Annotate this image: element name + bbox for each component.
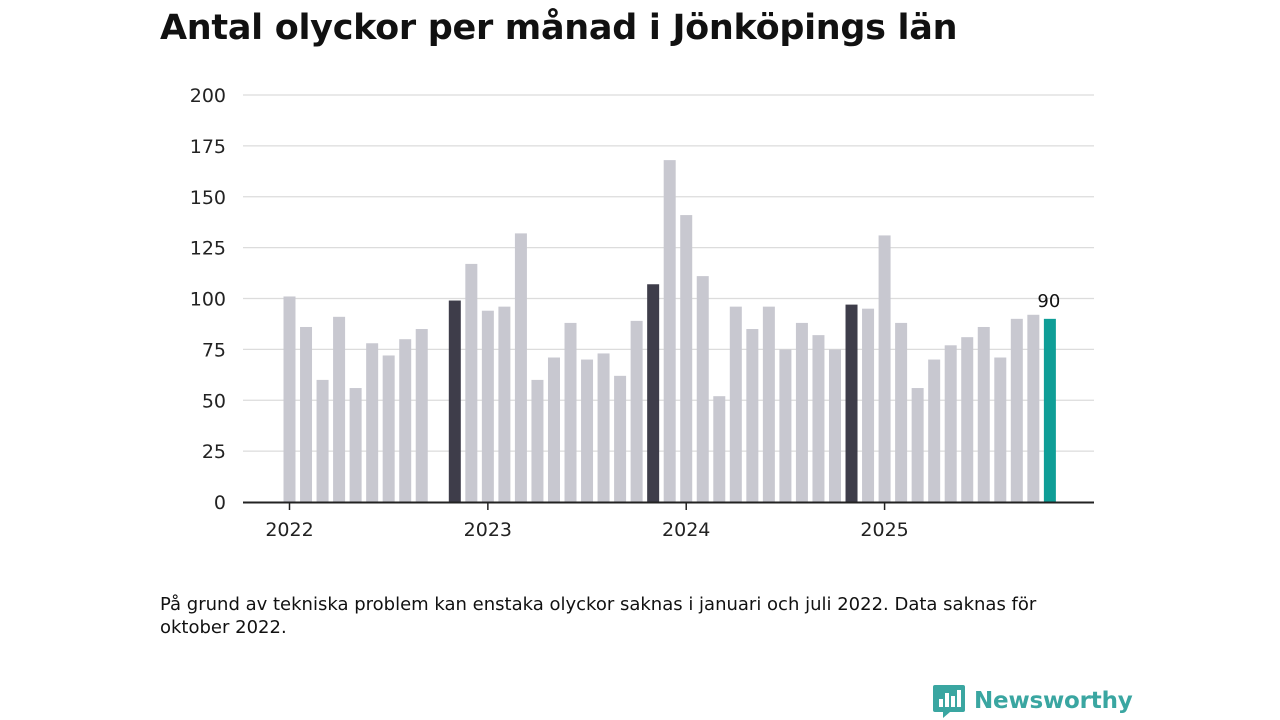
bar [862, 308, 875, 502]
bar [663, 160, 676, 502]
bar [680, 215, 693, 502]
bar-november [845, 304, 858, 502]
bar [531, 379, 544, 502]
y-tick-label: 125 [190, 238, 226, 260]
annotations: 90 [1037, 291, 1060, 312]
y-tick-label: 50 [202, 390, 226, 412]
bar [944, 345, 957, 502]
bar [1010, 318, 1023, 502]
bar [878, 235, 891, 503]
bar [729, 306, 742, 502]
bar [1027, 314, 1040, 502]
bar [415, 329, 428, 502]
bar [928, 359, 941, 502]
bar [366, 343, 379, 502]
bar [349, 388, 362, 502]
bar [465, 263, 478, 502]
y-tick-label: 150 [190, 187, 226, 209]
newsworthy-logo-icon [933, 685, 965, 718]
bar [779, 349, 792, 502]
bar [581, 359, 594, 502]
bar-november [647, 284, 660, 502]
bar [994, 357, 1007, 502]
y-tick-label: 75 [202, 339, 226, 361]
bar [614, 375, 627, 502]
bar [300, 326, 313, 502]
bars [283, 160, 1056, 503]
bar [630, 320, 643, 502]
bar [828, 349, 841, 502]
bar-november [448, 300, 461, 502]
bar [977, 326, 990, 502]
y-tick-label: 0 [214, 492, 226, 514]
bar [762, 306, 775, 502]
y-tick-label: 100 [190, 289, 226, 311]
x-tick-label: 2025 [860, 519, 908, 541]
brand-name: Newsworthy [974, 688, 1133, 714]
bar [316, 379, 329, 502]
y-axis-ticks: 0 25 50 75 100 125 150 175 200 [190, 85, 226, 514]
bar [713, 396, 726, 502]
bar [564, 322, 577, 502]
bar [498, 306, 511, 502]
bar [481, 310, 494, 502]
bar [911, 388, 924, 502]
bar [514, 233, 527, 502]
brand-logo[interactable]: Newsworthy [932, 683, 1133, 719]
y-tick-label: 25 [202, 441, 226, 463]
y-tick-label: 200 [190, 85, 226, 107]
bar-latest [1043, 318, 1056, 502]
bar [795, 322, 808, 502]
bar [812, 335, 825, 502]
chart-title: Antal olyckor per månad i Jönköpings län [160, 8, 958, 48]
bar [382, 355, 395, 502]
bar [746, 329, 759, 502]
bar [399, 339, 412, 502]
bar [696, 276, 709, 502]
data-label-latest: 90 [1037, 291, 1060, 312]
bar [333, 316, 346, 502]
y-tick-label: 175 [190, 136, 226, 158]
bar [283, 296, 296, 502]
bar [547, 357, 560, 502]
x-tick-label: 2022 [265, 519, 313, 541]
bar [597, 353, 610, 502]
x-tick-label: 2024 [662, 519, 710, 541]
bar [895, 322, 908, 502]
x-tick-label: 2023 [464, 519, 512, 541]
footnote: På grund av tekniska problem kan enstaka… [160, 594, 1037, 638]
bar [961, 337, 974, 502]
x-axis-ticks: 2022 2023 2024 2025 [265, 502, 909, 541]
